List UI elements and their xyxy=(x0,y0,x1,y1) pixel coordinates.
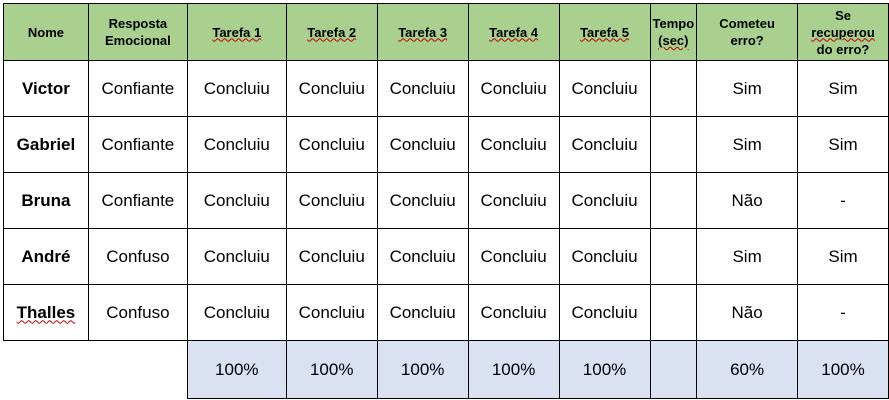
cell-tarefa-1: Concluiu xyxy=(186,116,287,173)
table-row: Gabriel Confiante Concluiu Concluiu Conc… xyxy=(3,116,889,173)
header-tarefa-5-label: Tarefa 5 xyxy=(580,24,629,40)
cell-nome: André xyxy=(3,228,89,285)
total-tempo xyxy=(649,340,698,399)
header-nome: Nome xyxy=(3,3,89,61)
results-table: Nome Resposta Emocional Tarefa 1 Tarefa … xyxy=(3,3,889,399)
header-tarefa-4-label: Tarefa 4 xyxy=(489,24,539,40)
cell-resposta: Confiante xyxy=(87,116,188,173)
totals-row: 100% 100% 100% 100% 100% 60% 100% xyxy=(3,340,889,399)
header-resposta-line1: Resposta xyxy=(108,16,168,31)
cell-recuperou: - xyxy=(797,284,889,341)
table-row: André Confuso Concluiu Concluiu Concluiu… xyxy=(3,228,889,285)
cell-tarefa-2: Concluiu xyxy=(285,228,378,285)
cell-resposta: Confuso xyxy=(87,228,188,285)
cell-recuperou: Sim xyxy=(797,228,889,285)
header-tarefa-3: Tarefa 3 xyxy=(376,3,469,61)
total-tarefa-3: 100% xyxy=(376,340,469,399)
header-tempo-line1: Tempo xyxy=(652,16,695,31)
cell-tarefa-1: Concluiu xyxy=(186,60,287,117)
cell-cometeu: Sim xyxy=(696,116,799,173)
cell-tarefa-2: Concluiu xyxy=(285,116,378,173)
header-recuperou-line2: recuperou xyxy=(811,24,875,40)
cell-nome: Gabriel xyxy=(3,116,89,173)
cell-tarefa-5: Concluiu xyxy=(558,60,651,117)
cell-tarefa-4: Concluiu xyxy=(467,60,560,117)
total-tarefa-1: 100% xyxy=(186,340,287,399)
cell-tarefa-2: Concluiu xyxy=(285,284,378,341)
header-row: Nome Resposta Emocional Tarefa 1 Tarefa … xyxy=(3,3,889,61)
cell-tarefa-4: Concluiu xyxy=(467,228,560,285)
cell-tarefa-5: Concluiu xyxy=(558,228,651,285)
header-tarefa-2-label: Tarefa 2 xyxy=(307,24,357,40)
totals-blank-cell xyxy=(3,340,188,399)
cell-tarefa-1: Concluiu xyxy=(186,284,287,341)
header-recuperou-erro: Se recuperou do erro? xyxy=(797,3,889,61)
cell-tarefa-5: Concluiu xyxy=(558,172,651,229)
cell-resposta: Confiante xyxy=(87,60,188,117)
header-cometeu-erro: Cometeu erro? xyxy=(696,3,799,61)
header-tarefa-4: Tarefa 4 xyxy=(467,3,560,61)
header-cometeu-line2: erro? xyxy=(730,33,764,48)
cell-cometeu: Não xyxy=(696,284,799,341)
cell-nome: Bruna xyxy=(3,172,89,229)
cell-recuperou: - xyxy=(797,172,889,229)
cell-cometeu: Sim xyxy=(696,228,799,285)
header-cometeu-line1: Cometeu xyxy=(719,16,775,31)
cell-nome-text: Thalles xyxy=(16,302,76,322)
cell-tarefa-4: Concluiu xyxy=(467,116,560,173)
header-tarefa-1-label: Tarefa 1 xyxy=(212,24,262,40)
cell-recuperou: Sim xyxy=(797,116,889,173)
table-row: Victor Confiante Concluiu Concluiu Concl… xyxy=(3,60,889,117)
cell-tarefa-4: Concluiu xyxy=(467,172,560,229)
cell-tarefa-2: Concluiu xyxy=(285,172,378,229)
header-recuperou-line1: Se xyxy=(835,7,851,23)
header-tempo: Tempo (sec) xyxy=(649,3,698,61)
cell-tarefa-3: Concluiu xyxy=(376,172,469,229)
total-recuperou: 100% xyxy=(797,340,889,399)
cell-resposta: Confiante xyxy=(87,172,188,229)
cell-nome: Thalles xyxy=(3,284,89,341)
total-tarefa-2: 100% xyxy=(285,340,378,399)
cell-tempo xyxy=(649,284,698,341)
cell-recuperou: Sim xyxy=(797,60,889,117)
cell-nome: Victor xyxy=(3,60,89,117)
cell-resposta: Confuso xyxy=(87,284,188,341)
header-tarefa-5: Tarefa 5 xyxy=(558,3,651,61)
header-resposta-line2: Emocional xyxy=(105,33,171,48)
cell-tarefa-4: Concluiu xyxy=(467,284,560,341)
cell-cometeu: Não xyxy=(696,172,799,229)
table-row: Bruna Confiante Concluiu Concluiu Conclu… xyxy=(3,172,889,229)
header-tarefa-3-label: Tarefa 3 xyxy=(398,24,448,40)
cell-tempo xyxy=(649,116,698,173)
cell-tarefa-3: Concluiu xyxy=(376,228,469,285)
table-row: Thalles Confuso Concluiu Concluiu Conclu… xyxy=(3,284,889,341)
cell-tarefa-3: Concluiu xyxy=(376,60,469,117)
header-tarefa-1: Tarefa 1 xyxy=(186,3,287,61)
cell-tarefa-5: Concluiu xyxy=(558,116,651,173)
cell-tempo xyxy=(649,172,698,229)
total-tarefa-4: 100% xyxy=(467,340,560,399)
cell-tarefa-2: Concluiu xyxy=(285,60,378,117)
cell-tarefa-1: Concluiu xyxy=(186,172,287,229)
total-cometeu: 60% xyxy=(696,340,799,399)
cell-tarefa-5: Concluiu xyxy=(558,284,651,341)
header-resposta-emocional: Resposta Emocional xyxy=(87,3,188,61)
cell-tempo xyxy=(649,60,698,117)
cell-tarefa-1: Concluiu xyxy=(186,228,287,285)
cell-tempo xyxy=(649,228,698,285)
cell-tarefa-3: Concluiu xyxy=(376,116,469,173)
header-tempo-line2: (sec) xyxy=(658,33,689,48)
cell-tarefa-3: Concluiu xyxy=(376,284,469,341)
total-tarefa-5: 100% xyxy=(558,340,651,399)
header-recuperou-line3: do erro? xyxy=(816,41,870,57)
cell-cometeu: Sim xyxy=(696,60,799,117)
header-tarefa-2: Tarefa 2 xyxy=(285,3,378,61)
